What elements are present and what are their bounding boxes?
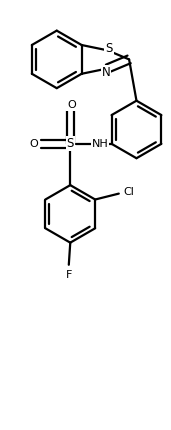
Text: S: S [105,43,113,55]
Text: S: S [67,137,74,150]
Text: O: O [67,101,76,111]
Text: O: O [29,139,38,149]
Text: NH: NH [91,139,108,149]
Text: N: N [102,66,110,79]
Text: Cl: Cl [124,187,135,197]
Text: F: F [66,270,72,280]
